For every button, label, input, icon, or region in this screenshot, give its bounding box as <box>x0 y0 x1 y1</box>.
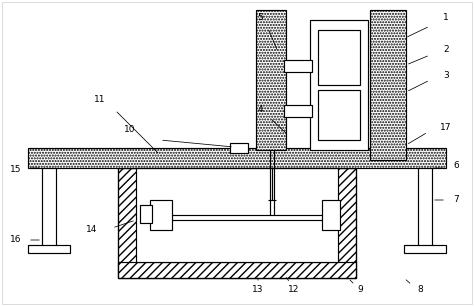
Text: 16: 16 <box>10 236 22 244</box>
Bar <box>118 168 356 278</box>
Text: 9: 9 <box>357 285 363 294</box>
Text: 6: 6 <box>453 161 459 170</box>
Text: 8: 8 <box>417 285 423 294</box>
Text: 14: 14 <box>86 226 98 234</box>
Text: 3: 3 <box>443 70 449 80</box>
Bar <box>418 168 432 248</box>
Bar <box>28 245 70 253</box>
Text: 1: 1 <box>443 13 449 23</box>
Bar <box>28 148 446 168</box>
Bar <box>42 168 56 248</box>
Bar <box>318 90 360 140</box>
Text: 7: 7 <box>453 196 459 204</box>
Bar <box>370 10 406 160</box>
Text: 5: 5 <box>257 13 263 23</box>
Bar <box>230 143 248 153</box>
Bar <box>284 60 312 72</box>
Bar <box>150 200 172 230</box>
Text: 4: 4 <box>257 106 263 114</box>
Bar <box>310 20 368 150</box>
Bar <box>404 245 446 253</box>
Text: 2: 2 <box>443 46 449 54</box>
Bar <box>136 168 338 262</box>
Bar <box>256 10 286 150</box>
Bar <box>318 30 360 85</box>
Bar <box>118 262 356 278</box>
Bar <box>284 105 312 117</box>
Text: 12: 12 <box>288 285 300 294</box>
Bar <box>140 205 152 223</box>
Text: 11: 11 <box>94 95 106 105</box>
Text: 17: 17 <box>440 124 452 132</box>
Text: 15: 15 <box>10 166 22 174</box>
Text: 13: 13 <box>252 285 264 294</box>
Bar <box>322 200 340 230</box>
Text: 10: 10 <box>124 125 136 135</box>
